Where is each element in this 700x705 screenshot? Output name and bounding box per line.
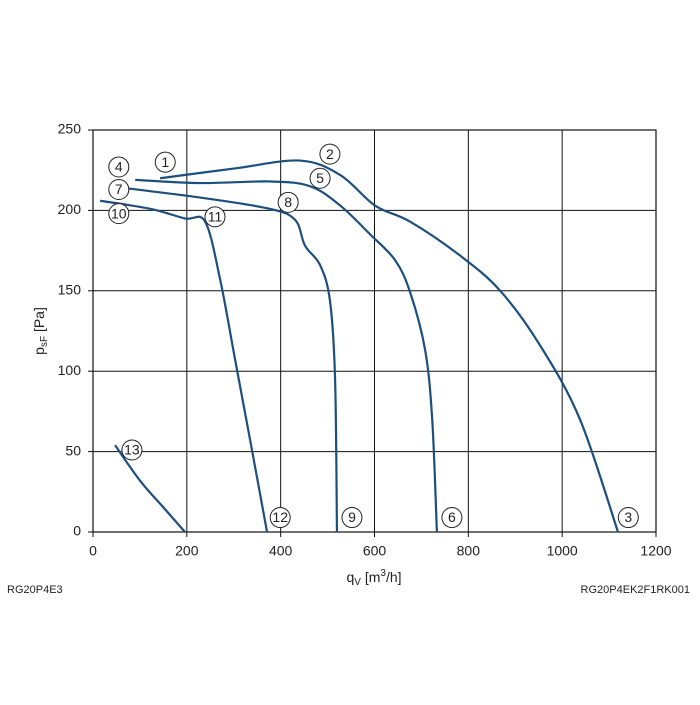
y-tick-label: 100 — [58, 362, 82, 378]
x-tick-label: 600 — [363, 543, 387, 559]
footer-left: RG20P4E3 — [7, 584, 63, 596]
annotation-label: 5 — [316, 170, 324, 186]
y-tick-label: 0 — [73, 523, 81, 539]
annotation-label: 8 — [284, 194, 292, 210]
curve — [99, 199, 269, 533]
curve — [109, 185, 339, 533]
y-tick-label: 150 — [58, 282, 82, 298]
annotation-label: 1 — [161, 154, 169, 170]
plot-frame — [92, 129, 657, 533]
curve — [159, 159, 620, 533]
y-axis-label: psF [Pa] — [31, 307, 50, 355]
annotation-label: 7 — [115, 181, 123, 197]
curve — [135, 178, 438, 533]
annotation-circle — [277, 191, 299, 213]
annotation-label: 2 — [326, 146, 334, 162]
annotation-label: 9 — [348, 509, 356, 525]
annotation-label: 12 — [272, 509, 288, 525]
annotation-label: 4 — [115, 159, 123, 175]
annotation-circle — [441, 507, 463, 529]
x-tick-label: 800 — [457, 543, 481, 559]
curve — [114, 444, 186, 533]
y-tick-label: 50 — [65, 442, 81, 458]
y-tick-label: 250 — [58, 121, 82, 137]
annotation-label: 13 — [124, 442, 140, 458]
annotation-circle — [108, 156, 130, 178]
footer-right: RG20P4EK2F1RK001 — [581, 584, 690, 596]
annotation-circle — [269, 507, 291, 529]
annotation-circle — [319, 143, 341, 165]
annotation-circle — [108, 203, 130, 225]
x-tick-label: 1000 — [547, 543, 578, 559]
annotation-circle — [108, 178, 130, 200]
annotation-label: 3 — [624, 509, 632, 525]
x-axis-label: qV [m3/h] — [346, 568, 401, 588]
x-tick-label: 0 — [89, 543, 97, 559]
y-tick-label: 200 — [58, 201, 82, 217]
annotation-circle — [154, 151, 176, 173]
annotation-circle — [309, 167, 331, 189]
annotation-label: 11 — [208, 209, 223, 225]
x-tick-label: 1200 — [640, 543, 671, 559]
annotation-circle — [121, 439, 143, 461]
annotation-circle — [341, 507, 363, 529]
annotation-label: 10 — [111, 205, 127, 221]
annotation-label: 6 — [448, 509, 456, 525]
x-tick-label: 200 — [175, 543, 199, 559]
x-tick-label: 400 — [269, 543, 293, 559]
annotation-circle — [617, 507, 639, 529]
annotation-circle — [204, 206, 226, 228]
